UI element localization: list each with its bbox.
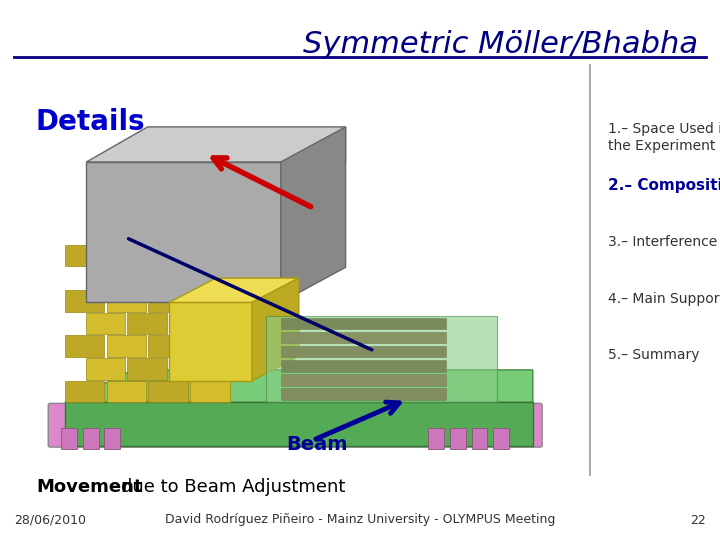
Text: due to Beam Adjustment: due to Beam Adjustment — [121, 478, 346, 496]
Text: 28/06/2010: 28/06/2010 — [14, 514, 86, 526]
Bar — [107, 290, 146, 312]
Bar — [83, 428, 99, 449]
Text: 4.– Main Support: 4.– Main Support — [608, 292, 720, 306]
Bar — [266, 316, 497, 402]
Bar — [107, 245, 146, 266]
FancyBboxPatch shape — [48, 403, 542, 447]
Bar — [127, 267, 167, 289]
Polygon shape — [65, 370, 533, 402]
Polygon shape — [86, 127, 346, 162]
Bar — [127, 358, 167, 380]
Bar — [281, 388, 446, 400]
Bar — [107, 335, 146, 357]
Bar — [86, 358, 125, 380]
Bar — [65, 245, 104, 266]
Bar — [169, 358, 209, 380]
Bar — [211, 313, 251, 334]
Bar — [86, 313, 125, 334]
Text: 2.– Composition: 2.– Composition — [608, 178, 720, 193]
Bar — [493, 428, 509, 449]
Bar — [169, 222, 209, 244]
Bar — [86, 267, 125, 289]
Bar — [86, 222, 125, 244]
Bar — [211, 222, 251, 244]
Bar — [190, 290, 230, 312]
Bar — [107, 381, 146, 402]
Bar — [281, 318, 446, 329]
Polygon shape — [252, 278, 299, 381]
Bar — [190, 335, 230, 357]
Bar — [148, 381, 188, 402]
Text: 5.– Summary: 5.– Summary — [608, 348, 700, 362]
Bar — [281, 332, 446, 343]
Bar — [148, 290, 188, 312]
Bar — [472, 428, 487, 449]
Bar — [211, 358, 251, 380]
Bar — [104, 428, 120, 449]
Text: Details: Details — [36, 108, 145, 136]
Bar — [148, 245, 188, 266]
Text: Movement: Movement — [36, 478, 143, 496]
Bar — [65, 402, 533, 446]
Text: Symmetric Möller/Bhabha: Symmetric Möller/Bhabha — [303, 30, 698, 59]
Bar — [169, 267, 209, 289]
Bar — [450, 428, 466, 449]
Bar — [190, 245, 230, 266]
Bar — [169, 313, 209, 334]
Polygon shape — [281, 127, 346, 302]
Text: David Rodríguez Piñeiro - Mainz University - OLYMPUS Meeting: David Rodríguez Piñeiro - Mainz Universi… — [165, 514, 555, 526]
Bar — [61, 428, 77, 449]
Bar — [148, 335, 188, 357]
Bar — [65, 381, 104, 402]
Bar — [127, 222, 167, 244]
Bar — [169, 302, 252, 381]
Bar — [281, 346, 446, 357]
Text: Beam: Beam — [286, 435, 348, 454]
Text: 1.– Space Used in
the Experiment: 1.– Space Used in the Experiment — [608, 122, 720, 153]
Polygon shape — [169, 278, 299, 302]
Bar — [281, 374, 446, 386]
Bar — [65, 335, 104, 357]
Text: 3.– Interference: 3.– Interference — [608, 235, 718, 249]
Bar — [281, 360, 446, 372]
Text: 22: 22 — [690, 514, 706, 526]
Bar — [86, 162, 281, 302]
Bar — [127, 313, 167, 334]
Bar — [211, 267, 251, 289]
Bar — [190, 381, 230, 402]
Bar — [65, 290, 104, 312]
Bar — [428, 428, 444, 449]
